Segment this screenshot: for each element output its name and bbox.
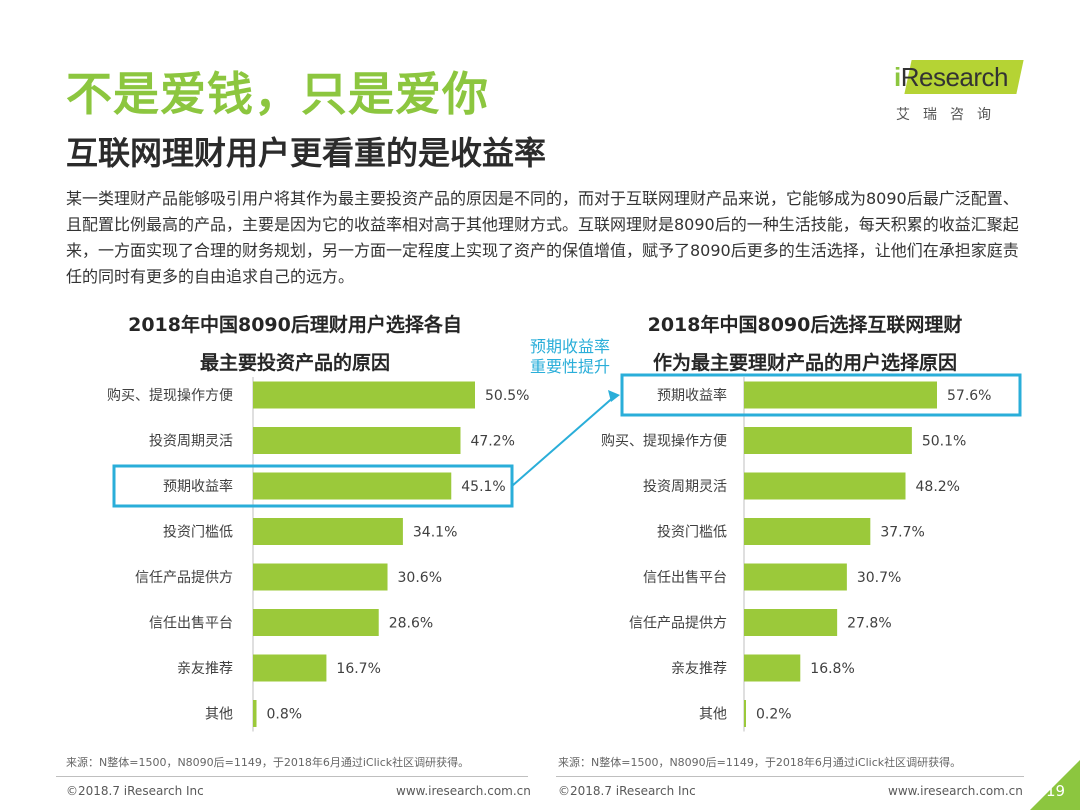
left-footer-divider: [56, 776, 528, 777]
chart-0-category-label: 其他: [205, 707, 233, 723]
chart-1-value-label: 57.6%: [947, 388, 991, 404]
chart-1-category-label: 信任产品提供方: [629, 616, 727, 632]
left-chart-title: 2018年中国8090后理财用户选择各自 最主要投资产品的原因: [128, 314, 462, 374]
logo-wordmark: iResearch: [894, 62, 1009, 92]
chart-1-value-label: 0.2%: [756, 707, 792, 723]
chart-1-bar: [744, 563, 847, 591]
right-chart-title: 2018年中国8090后选择互联网理财 作为最主要理财产品的用户选择原因: [647, 314, 963, 374]
chart-1-bar: [744, 654, 801, 682]
chart-1-value-label: 27.8%: [847, 616, 891, 632]
chart-0-value-label: 47.2%: [470, 434, 514, 450]
chart-1-value-label: 16.8%: [810, 661, 854, 677]
chart-0-bar: [253, 654, 327, 682]
chart-0-category-label: 亲友推荐: [177, 661, 233, 677]
left-copyright: ©2018.7 iResearch Inc: [66, 784, 204, 798]
chart-0-bar: [253, 563, 388, 591]
chart-1-bar: [744, 609, 838, 636]
chart-0-category-label: 预期收益率: [163, 478, 233, 495]
chart-0-category-label: 投资周期灵活: [149, 434, 233, 450]
chart-0-category-label: 购买、提现操作方便: [107, 388, 233, 404]
chart-1-value-label: 30.7%: [857, 570, 901, 586]
chart-1-highlight-box: [620, 373, 1022, 417]
chart-1-value-label: 50.1%: [922, 434, 966, 450]
chart-1-category-label: 投资周期灵活: [643, 479, 727, 495]
chart-0-bar: [253, 427, 461, 454]
chart-1-value-label: 48.2%: [916, 479, 960, 495]
chart-1-category-label: 其他: [699, 707, 727, 723]
chart-1-bar: [744, 518, 871, 545]
page-corner-triangle: [1030, 760, 1080, 810]
left-url: www.iresearch.com.cn: [396, 784, 531, 798]
page-title: 不是爱钱，只是爱你: [66, 67, 489, 121]
left-source-note: 来源：N整体=1500，N8090后=1149，于2018年6月通过iClick…: [66, 756, 470, 769]
right-source-note: 来源：N整体=1500，N8090后=1149，于2018年6月通过iClick…: [558, 756, 962, 769]
chart-0-category-label: 投资门槛低: [163, 525, 233, 541]
chart-1-value-label: 37.7%: [880, 525, 924, 541]
chart-1-bar: [744, 472, 906, 500]
chart-1-category-label: 投资门槛低: [657, 525, 727, 541]
chart-1-category-label: 预期收益率: [657, 387, 727, 404]
right-footer-divider: [556, 776, 1024, 777]
chart-0-bar: [253, 518, 403, 545]
chart-0-value-label: 45.1%: [461, 479, 505, 495]
chart-1-bar: [744, 427, 912, 454]
connector-arrow-head: [608, 390, 620, 402]
right-url: www.iresearch.com.cn: [888, 784, 1023, 798]
chart-1-category-label: 购买、提现操作方便: [601, 434, 727, 450]
connector-arrow-line: [511, 394, 617, 487]
chart-0-category-label: 信任产品提供方: [135, 570, 233, 586]
right-copyright: ©2018.7 iResearch Inc: [558, 784, 696, 798]
callout-note: 预期收益率 重要性提升: [529, 337, 610, 376]
chart-1-category-label: 亲友推荐: [671, 661, 727, 677]
chart-1-bar: [744, 381, 937, 409]
page-subtitle: 互联网理财用户更看重的是收益率: [66, 134, 547, 172]
chart-0-bar: [253, 609, 379, 636]
page-number: 19: [1046, 782, 1066, 800]
intro-paragraph: 某一类理财产品能够吸引用户将其作为最主要投资产品的原因是不同的，而对于互联网理财…: [66, 189, 1019, 286]
chart-1-bar: [744, 700, 746, 727]
chart-0-category-label: 信任出售平台: [149, 616, 233, 632]
logo-chinese: 艾瑞咨询: [896, 107, 1004, 123]
chart-0-bar: [253, 472, 452, 500]
chart-0-value-label: 28.6%: [389, 616, 433, 632]
iresearch-logo: iResearch 艾瑞咨询: [890, 58, 1040, 128]
chart-0-value-label: 30.6%: [398, 570, 442, 586]
chart-0-value-label: 16.7%: [336, 661, 380, 677]
chart-1-category-label: 信任出售平台: [643, 570, 727, 586]
chart-0-value-label: 34.1%: [413, 525, 457, 541]
chart-0-value-label: 50.5%: [485, 388, 529, 404]
chart-0-bar: [253, 381, 475, 409]
chart-0-value-label: 0.8%: [267, 707, 303, 723]
chart-0-bar: [253, 700, 257, 727]
